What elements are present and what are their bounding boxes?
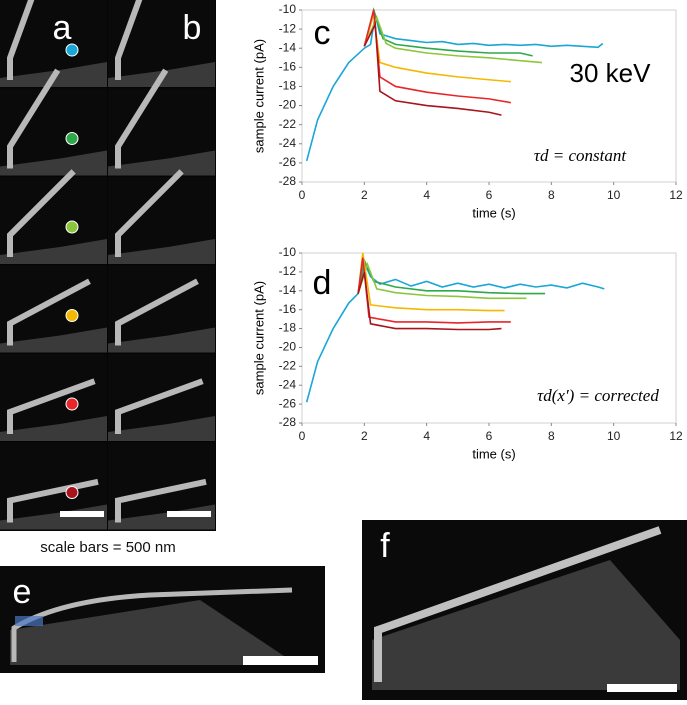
nanowire — [115, 0, 143, 80]
y-tick-label: -14 — [279, 283, 297, 297]
series-line — [363, 21, 502, 116]
y-tick-label: -12 — [279, 264, 297, 278]
nanowire — [115, 68, 169, 169]
series-line — [363, 7, 533, 57]
marker-dot — [65, 397, 79, 411]
y-tick-label: -28 — [279, 415, 297, 429]
x-tick-label: 12 — [669, 429, 683, 443]
marker-dot — [65, 220, 79, 234]
panel-label: e — [13, 573, 32, 611]
y-tick-label: -12 — [279, 21, 297, 35]
substrate — [108, 327, 215, 353]
substrate — [0, 327, 107, 353]
substrate — [108, 239, 215, 264]
x-tick-label: 10 — [607, 429, 621, 443]
x-tick-label: 12 — [669, 188, 683, 202]
nanowire — [7, 378, 96, 434]
nanowire — [115, 169, 184, 257]
series-line — [363, 14, 511, 83]
panel-label: b — [183, 9, 202, 47]
series-line — [363, 15, 543, 64]
nanowire — [7, 278, 91, 346]
series-line — [305, 14, 604, 162]
nanowire — [115, 478, 207, 523]
y-tick-label: -14 — [279, 40, 297, 54]
x-tick-label: 8 — [548, 429, 555, 443]
y-tick-label: -24 — [279, 136, 297, 150]
y-tick-label: -18 — [279, 321, 297, 335]
series-line — [357, 261, 527, 300]
y-tick-label: -20 — [279, 340, 297, 354]
x-tick-label: 4 — [423, 429, 430, 443]
y-axis-label: sample current (pA) — [251, 281, 266, 395]
substrate — [108, 416, 215, 441]
y-tick-label: -26 — [279, 396, 297, 410]
y-tick-label: -22 — [279, 359, 297, 373]
series-line — [357, 257, 546, 295]
scale-bar — [243, 656, 318, 665]
panel-label: d — [313, 264, 332, 302]
x-axis-label: time (s) — [472, 446, 515, 461]
y-tick-label: -26 — [279, 155, 297, 169]
y-tick-label: -22 — [279, 117, 297, 131]
substrate — [10, 600, 300, 665]
marker-dot — [65, 486, 79, 499]
substrate — [0, 150, 107, 176]
substrate — [108, 504, 215, 530]
substrate — [0, 416, 107, 441]
nanowire — [7, 68, 61, 169]
x-tick-label: 2 — [361, 188, 368, 202]
scale-bar — [607, 684, 677, 692]
y-tick-label: -28 — [279, 174, 297, 188]
substrate — [0, 239, 107, 264]
y-tick-label: -24 — [279, 377, 297, 391]
series-line — [357, 252, 505, 312]
annotation: 30 keV — [570, 58, 652, 88]
marker-dot — [65, 132, 79, 145]
y-tick-label: -10 — [279, 245, 297, 259]
series-line — [357, 257, 511, 324]
nanowire — [115, 278, 199, 346]
substrate — [0, 504, 107, 530]
x-tick-label: 10 — [607, 188, 621, 202]
y-tick-label: -10 — [279, 2, 297, 16]
panel-label: f — [380, 527, 390, 565]
substrate — [372, 560, 680, 690]
marker-dot — [65, 43, 79, 57]
substrate — [108, 150, 215, 176]
nanowire — [7, 0, 35, 80]
series-line — [363, 9, 511, 104]
annotation: τd = constant — [534, 146, 627, 165]
x-tick-label: 0 — [299, 188, 306, 202]
x-tick-label: 6 — [486, 188, 493, 202]
marker-dot — [65, 309, 79, 322]
x-tick-label: 0 — [299, 429, 306, 443]
panel-label: c — [314, 14, 331, 52]
x-axis-label: time (s) — [472, 205, 515, 220]
x-tick-label: 6 — [486, 429, 493, 443]
series-line — [357, 271, 502, 331]
y-tick-label: -16 — [279, 60, 297, 74]
nanowire — [7, 169, 76, 257]
y-tick-label: -18 — [279, 79, 297, 93]
y-axis-label: sample current (pA) — [251, 39, 266, 153]
y-tick-label: -20 — [279, 98, 297, 112]
nanowire — [374, 526, 662, 682]
scale-bar — [60, 511, 104, 517]
x-tick-label: 8 — [548, 188, 555, 202]
annotation: τd(x′) = corrected — [537, 386, 659, 405]
scale-bar — [167, 511, 211, 517]
nanowire — [115, 378, 204, 434]
series-line — [305, 259, 605, 403]
panel-label: a — [53, 9, 72, 47]
scale-note: scale bars = 500 nm — [40, 539, 176, 556]
highlight — [15, 616, 43, 626]
y-tick-label: -16 — [279, 302, 297, 316]
x-tick-label: 4 — [423, 188, 430, 202]
x-tick-label: 2 — [361, 429, 368, 443]
